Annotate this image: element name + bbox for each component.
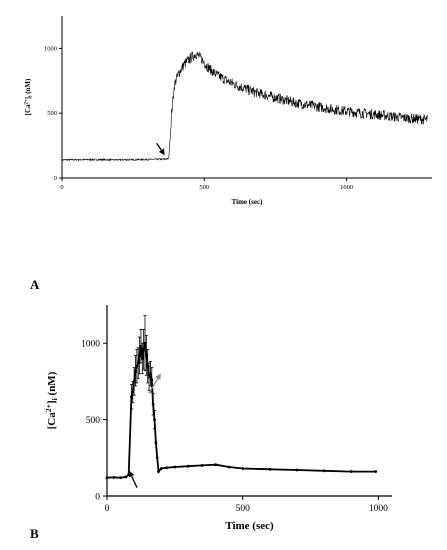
a-y-axis-label-part: [Ca bbox=[24, 104, 32, 115]
a-arrow-0-shaft bbox=[156, 142, 162, 151]
b-x-tick-label: 500 bbox=[236, 504, 251, 514]
b-arrow-grey-shaft bbox=[148, 378, 159, 394]
b-data-point bbox=[119, 476, 122, 480]
b-data-point bbox=[214, 463, 217, 467]
a-y-axis-label-part: (nM) bbox=[24, 78, 32, 96]
b-data-point bbox=[144, 354, 148, 357]
panel-b: 0 500 1000 0 500 1000 Time (sec) [Ca2+]i (nM) bbox=[44, 305, 392, 532]
b-x-tick-label: 0 bbox=[105, 504, 110, 514]
b-data-point bbox=[146, 364, 150, 368]
panel-label-b: B bbox=[30, 526, 39, 541]
a-arrow-0-head bbox=[158, 148, 165, 156]
b-y-tick-label: 1000 bbox=[81, 340, 100, 350]
panel-a: 0 500 1000 0 500 1000 Time (sec) [Ca2+]i (nM) bbox=[24, 16, 432, 206]
b-y-axis-label: [Ca2+]i (nM) bbox=[44, 371, 59, 429]
b-data-point bbox=[140, 357, 144, 360]
b-data-point bbox=[124, 475, 128, 479]
b-data-point bbox=[131, 390, 135, 394]
a-y-tick-label: 1000 bbox=[44, 45, 57, 52]
b-data-point bbox=[268, 467, 272, 471]
b-data-point bbox=[142, 347, 146, 351]
b-data-points bbox=[105, 341, 378, 480]
b-data-point bbox=[105, 476, 109, 480]
b-data-point bbox=[132, 380, 136, 383]
b-y-axis-label-part: [Ca bbox=[46, 412, 58, 430]
b-data-point bbox=[374, 470, 378, 473]
b-data-point bbox=[151, 402, 155, 406]
a-y-axis-label-part: ] bbox=[24, 97, 32, 99]
a-x-axis-label: Time (sec) bbox=[232, 198, 263, 206]
b-data-point bbox=[147, 375, 151, 379]
b-data-point bbox=[200, 464, 204, 467]
a-y-tick-label: 500 bbox=[47, 110, 57, 117]
b-error-bars bbox=[129, 315, 156, 430]
b-data-point bbox=[159, 467, 163, 470]
b-data-point bbox=[136, 361, 140, 365]
a-x-tick-label: 0 bbox=[60, 184, 63, 191]
a-x-tick-label: 1000 bbox=[340, 184, 353, 191]
b-data-point bbox=[149, 372, 152, 376]
b-x-tick-label: 1000 bbox=[369, 504, 388, 514]
b-data-point bbox=[155, 456, 159, 460]
b-arrow-grey-head bbox=[155, 373, 161, 381]
b-data-point bbox=[227, 465, 231, 469]
b-data-point bbox=[157, 470, 160, 473]
b-trace-line bbox=[106, 342, 376, 479]
a-trace-line bbox=[61, 51, 428, 162]
b-y-axis-label-part: (nM) bbox=[46, 371, 58, 398]
a-y-axis-label-part: 2+ bbox=[25, 99, 30, 104]
b-data-point bbox=[139, 344, 143, 348]
b-arrow-black-head bbox=[128, 470, 135, 478]
b-data-point bbox=[187, 464, 190, 468]
b-y-axis-label-part: 2+ bbox=[44, 404, 53, 412]
b-data-point bbox=[165, 466, 169, 470]
b-data-point bbox=[173, 465, 177, 469]
b-y-axis-label-part: i bbox=[50, 397, 59, 400]
b-data-point bbox=[135, 364, 139, 368]
b-data-point bbox=[153, 418, 156, 421]
b-data-point bbox=[241, 467, 245, 470]
b-data-point bbox=[349, 470, 353, 473]
b-arrow-black-shaft bbox=[130, 475, 138, 488]
a-y-axis-label-part: i bbox=[28, 95, 33, 97]
b-data-point bbox=[112, 475, 116, 479]
b-y-tick-label: 0 bbox=[95, 493, 100, 503]
b-y-tick-label: 500 bbox=[86, 416, 101, 426]
b-data-point bbox=[143, 341, 147, 345]
a-y-tick-label: 0 bbox=[54, 175, 57, 182]
b-x-axis-label: Time (sec) bbox=[225, 520, 274, 532]
b-data-point bbox=[295, 468, 299, 472]
a-x-tick-label: 500 bbox=[199, 184, 209, 191]
b-arrow-grey bbox=[148, 373, 161, 394]
a-y-axis-label: [Ca2+]i (nM) bbox=[24, 78, 33, 115]
b-data-point bbox=[130, 395, 133, 399]
b-data-point bbox=[322, 469, 326, 473]
b-data-point bbox=[138, 354, 141, 357]
b-data-point bbox=[150, 378, 154, 382]
panel-label-a: A bbox=[30, 277, 40, 292]
b-data-point bbox=[134, 369, 137, 373]
a-arrow-0 bbox=[156, 142, 165, 156]
b-y-axis-label-part: ] bbox=[46, 400, 58, 404]
b-data-point bbox=[154, 441, 158, 444]
b-arrow-black bbox=[128, 470, 138, 488]
